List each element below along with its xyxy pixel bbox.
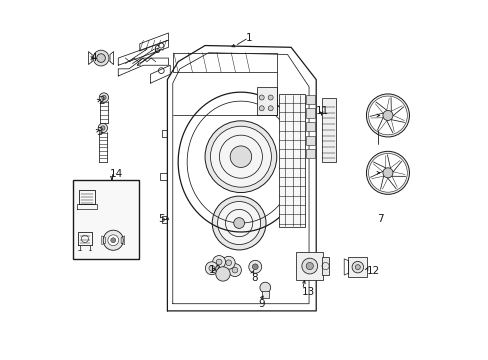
Bar [73, 180, 139, 259]
Bar [261, 291, 268, 298]
Bar [322, 257, 328, 275]
Circle shape [233, 218, 244, 228]
Text: 2: 2 [98, 96, 104, 106]
Bar [305, 135, 314, 145]
Text: 14: 14 [110, 168, 123, 179]
Bar [278, 94, 305, 226]
Text: 1: 1 [246, 33, 252, 43]
Circle shape [259, 106, 264, 111]
Circle shape [368, 96, 407, 135]
Circle shape [98, 123, 107, 133]
Text: 13: 13 [301, 287, 314, 297]
Circle shape [225, 260, 231, 266]
Circle shape [267, 106, 273, 111]
Circle shape [260, 282, 270, 293]
Bar [257, 87, 276, 116]
Circle shape [301, 258, 317, 274]
Circle shape [351, 261, 363, 273]
Circle shape [208, 265, 214, 271]
Circle shape [382, 111, 392, 121]
Circle shape [215, 267, 230, 281]
Bar [296, 252, 323, 280]
Circle shape [99, 93, 108, 102]
Bar [305, 108, 314, 118]
Text: 10: 10 [208, 265, 222, 275]
Bar [172, 53, 276, 72]
Circle shape [305, 262, 313, 270]
Circle shape [216, 259, 222, 265]
Text: 12: 12 [366, 266, 379, 276]
Circle shape [103, 230, 123, 250]
Text: 6: 6 [153, 45, 160, 55]
Circle shape [366, 151, 408, 194]
Circle shape [230, 146, 251, 167]
Circle shape [212, 196, 265, 250]
Text: 9: 9 [258, 299, 265, 309]
Circle shape [217, 202, 260, 244]
Text: 4: 4 [90, 53, 97, 63]
Text: 7: 7 [376, 215, 383, 224]
Text: 8: 8 [251, 273, 258, 283]
Bar [305, 122, 314, 131]
Circle shape [205, 262, 218, 275]
Text: 5: 5 [158, 215, 164, 224]
Circle shape [259, 95, 264, 100]
Bar [348, 257, 366, 277]
Circle shape [204, 121, 276, 193]
Circle shape [222, 256, 235, 269]
Circle shape [110, 238, 116, 243]
Circle shape [267, 95, 273, 100]
Bar [321, 98, 335, 162]
Circle shape [210, 126, 271, 187]
Circle shape [252, 264, 258, 270]
Circle shape [102, 95, 106, 100]
Circle shape [101, 126, 105, 130]
Bar [305, 149, 314, 158]
Circle shape [366, 94, 408, 137]
Circle shape [108, 235, 119, 246]
Text: 3: 3 [96, 127, 102, 136]
Circle shape [93, 50, 109, 66]
Circle shape [368, 153, 407, 192]
Ellipse shape [325, 123, 332, 137]
Circle shape [382, 168, 392, 178]
Circle shape [97, 54, 105, 62]
Circle shape [228, 264, 241, 276]
Circle shape [355, 265, 360, 270]
Bar [305, 95, 314, 104]
Circle shape [248, 260, 261, 273]
Circle shape [232, 267, 237, 273]
Text: 11: 11 [316, 106, 329, 116]
Circle shape [212, 256, 225, 269]
